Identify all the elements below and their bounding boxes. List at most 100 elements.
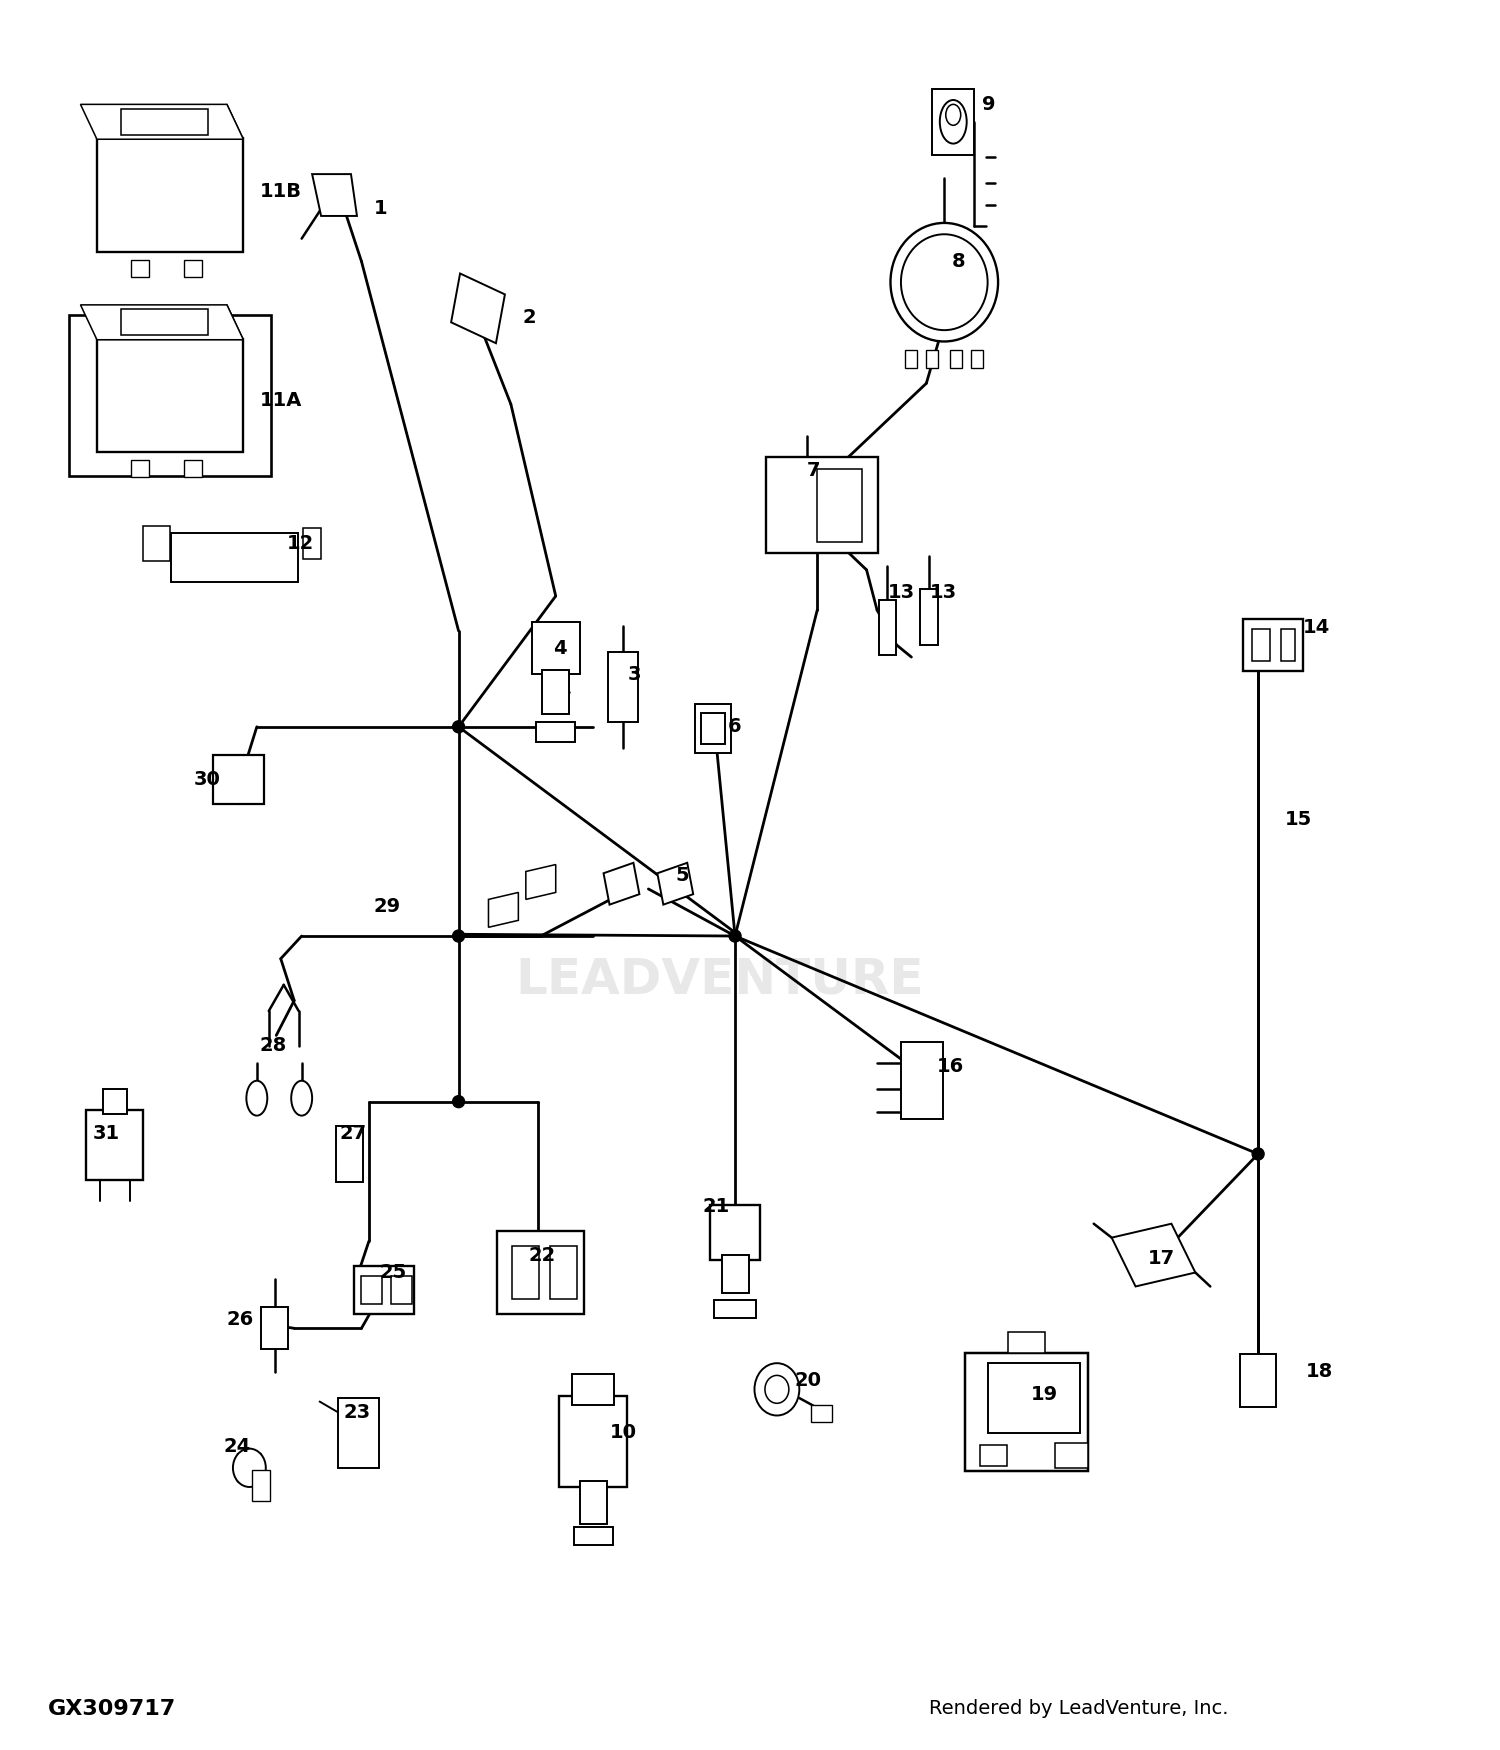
Text: 1: 1: [374, 200, 387, 219]
Bar: [132, 259, 148, 276]
Circle shape: [729, 929, 741, 942]
Polygon shape: [81, 105, 243, 140]
Bar: [970, 350, 982, 367]
Bar: [933, 89, 974, 156]
Bar: [558, 1396, 627, 1488]
Ellipse shape: [232, 1449, 266, 1488]
Bar: [98, 340, 243, 452]
Bar: [183, 259, 201, 276]
Bar: [1008, 1332, 1046, 1353]
Text: 29: 29: [374, 898, 400, 915]
Bar: [921, 590, 939, 644]
Bar: [879, 600, 897, 654]
Bar: [336, 1125, 363, 1181]
Polygon shape: [1112, 1223, 1196, 1286]
Text: 4: 4: [552, 639, 567, 658]
Text: 23: 23: [344, 1402, 370, 1421]
Bar: [902, 1043, 944, 1118]
Ellipse shape: [246, 1082, 267, 1115]
Polygon shape: [489, 892, 519, 928]
Polygon shape: [81, 304, 243, 340]
Ellipse shape: [940, 100, 966, 144]
Ellipse shape: [291, 1082, 312, 1115]
Bar: [252, 1470, 270, 1502]
Text: LEADVENTURE: LEADVENTURE: [516, 956, 924, 1003]
Bar: [722, 1255, 748, 1293]
Bar: [303, 528, 321, 560]
Bar: [104, 1090, 128, 1113]
Bar: [122, 108, 207, 135]
Bar: [1054, 1444, 1088, 1468]
Text: 30: 30: [194, 770, 220, 789]
Bar: [354, 1265, 414, 1314]
Text: 25: 25: [380, 1264, 406, 1283]
Bar: [144, 527, 170, 562]
Bar: [927, 350, 939, 367]
Text: 9: 9: [981, 94, 994, 114]
Bar: [812, 1405, 832, 1423]
Bar: [573, 1528, 612, 1545]
Bar: [362, 1276, 382, 1304]
Bar: [818, 469, 862, 542]
Text: 13: 13: [888, 583, 915, 602]
Bar: [964, 1353, 1088, 1472]
Text: 26: 26: [226, 1311, 254, 1328]
Text: 15: 15: [1286, 810, 1312, 829]
Bar: [608, 651, 638, 721]
Bar: [132, 460, 148, 478]
Bar: [498, 1230, 584, 1314]
Text: 5: 5: [675, 866, 688, 884]
Text: 2: 2: [524, 308, 537, 327]
Text: 10: 10: [609, 1423, 636, 1442]
Bar: [1281, 630, 1296, 660]
Bar: [183, 460, 201, 478]
Text: Rendered by LeadVenture, Inc.: Rendered by LeadVenture, Inc.: [930, 1699, 1228, 1718]
Bar: [710, 1204, 760, 1260]
Text: 14: 14: [1304, 618, 1330, 637]
Bar: [543, 670, 568, 714]
Ellipse shape: [765, 1376, 789, 1404]
Bar: [513, 1246, 540, 1298]
Text: 12: 12: [286, 534, 314, 553]
Bar: [906, 350, 918, 367]
Bar: [951, 350, 962, 367]
Text: 11A: 11A: [260, 392, 302, 410]
Circle shape: [1252, 1148, 1264, 1160]
Text: 6: 6: [728, 718, 741, 737]
Text: 31: 31: [93, 1124, 120, 1143]
Bar: [572, 1374, 614, 1405]
Polygon shape: [452, 273, 506, 343]
Text: 7: 7: [807, 460, 820, 480]
Ellipse shape: [946, 105, 960, 126]
Bar: [98, 138, 243, 252]
Bar: [714, 1300, 756, 1318]
Text: 17: 17: [1148, 1250, 1174, 1269]
Ellipse shape: [902, 234, 987, 331]
Bar: [69, 315, 272, 476]
Bar: [1240, 1354, 1276, 1407]
Bar: [987, 1363, 1080, 1433]
Circle shape: [453, 929, 465, 942]
Bar: [537, 721, 574, 742]
Text: 28: 28: [260, 1036, 286, 1055]
Circle shape: [453, 721, 465, 733]
Text: 19: 19: [1030, 1384, 1057, 1404]
Bar: [549, 1246, 576, 1298]
Bar: [700, 712, 724, 744]
Bar: [579, 1480, 606, 1524]
Polygon shape: [603, 863, 639, 905]
Text: GX309717: GX309717: [48, 1699, 176, 1718]
Text: 24: 24: [224, 1437, 251, 1456]
Text: 20: 20: [795, 1370, 822, 1390]
Text: 3: 3: [627, 665, 640, 684]
Bar: [338, 1398, 380, 1468]
Bar: [87, 1111, 144, 1180]
Bar: [392, 1276, 412, 1304]
Bar: [171, 534, 298, 583]
Bar: [694, 704, 730, 752]
Bar: [213, 754, 264, 803]
Text: 11B: 11B: [260, 182, 302, 201]
Bar: [1252, 630, 1270, 660]
Bar: [765, 457, 877, 553]
Text: 16: 16: [938, 1057, 964, 1076]
